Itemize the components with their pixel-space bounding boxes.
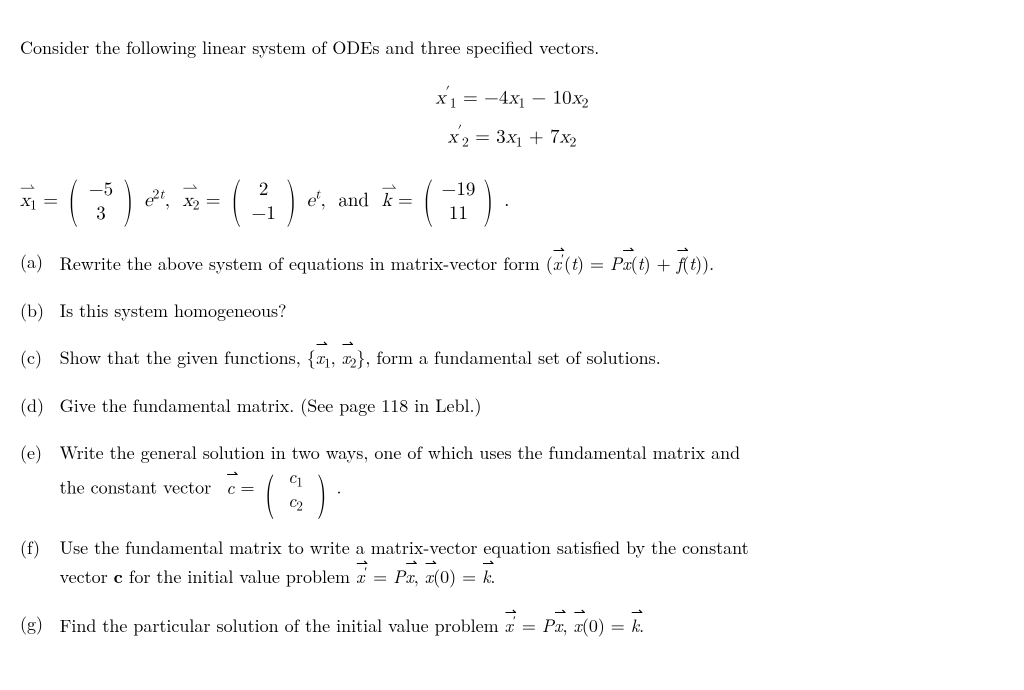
part-d: (d) Give the fundamental matrix. (See pa… (20, 392, 1004, 419)
x1-bot: 3 (87, 202, 116, 226)
x1-top: −5 (87, 178, 116, 202)
given-vectors: ⇀x1 = ( −5 3 ) e2t, ⇀x2 = ( 2 −1 ) et, a… (20, 178, 1004, 226)
c-vector: ( c1 c2 ) (261, 466, 331, 514)
part-a-label: (a) (20, 248, 60, 275)
part-c-label: (c) (20, 344, 60, 371)
part-a: (a) Rewrite the above system of equation… (20, 248, 1004, 277)
k-vector: ( −19 11 ) (419, 178, 498, 226)
k-top: −19 (442, 178, 476, 202)
part-e-line1: Write the general solution in two ways, … (60, 440, 741, 465)
part-g-text: Find the particular solution of the init… (60, 610, 1004, 639)
part-a-text: Rewrite the above system of equations in… (60, 248, 1004, 277)
part-g: (g) Find the particular solution of the … (20, 610, 1004, 639)
part-e-text: Write the general solution in two ways, … (60, 439, 1004, 514)
part-g-label: (g) (20, 610, 60, 637)
part-f-line1: Use the fundamental matrix to write a ma… (60, 535, 749, 560)
part-c: (c) Show that the given functions, {⇀x1,… (20, 344, 1004, 372)
part-f-text: Use the fundamental matrix to write a ma… (60, 534, 1004, 590)
intro-text: Consider the following linear system of … (20, 34, 1004, 61)
x2-bot: −1 (249, 202, 278, 226)
system-equations: x′1 = −4x1 − 10x2 x′2 = 3x1 + 7x2 (20, 79, 1004, 156)
part-e: (e) Write the general solution in two wa… (20, 439, 1004, 514)
x2-vector: ( 2 −1 ) (227, 178, 300, 226)
part-e-label: (e) (20, 439, 60, 466)
k-bot: 11 (442, 202, 476, 226)
part-f-label: (f) (20, 534, 60, 561)
part-b-label: (b) (20, 297, 60, 324)
part-b-text: Is this system homogeneous? (60, 297, 1004, 324)
parts-list: (a) Rewrite the above system of equation… (20, 248, 1004, 639)
eq1: x′1 = −4x1 − 10x2 (20, 79, 1004, 118)
part-c-text: Show that the given functions, {⇀x1, ⇀x2… (60, 344, 1004, 372)
part-b: (b) Is this system homogeneous? (20, 297, 1004, 324)
eq2: x′2 = 3x1 + 7x2 (20, 118, 1004, 157)
x1-vector: ( −5 3 ) (64, 178, 137, 226)
x2-top: 2 (249, 178, 278, 202)
part-f: (f) Use the fundamental matrix to write … (20, 534, 1004, 590)
part-d-label: (d) (20, 392, 60, 419)
part-d-text: Give the fundamental matrix. (See page 1… (60, 392, 1004, 419)
